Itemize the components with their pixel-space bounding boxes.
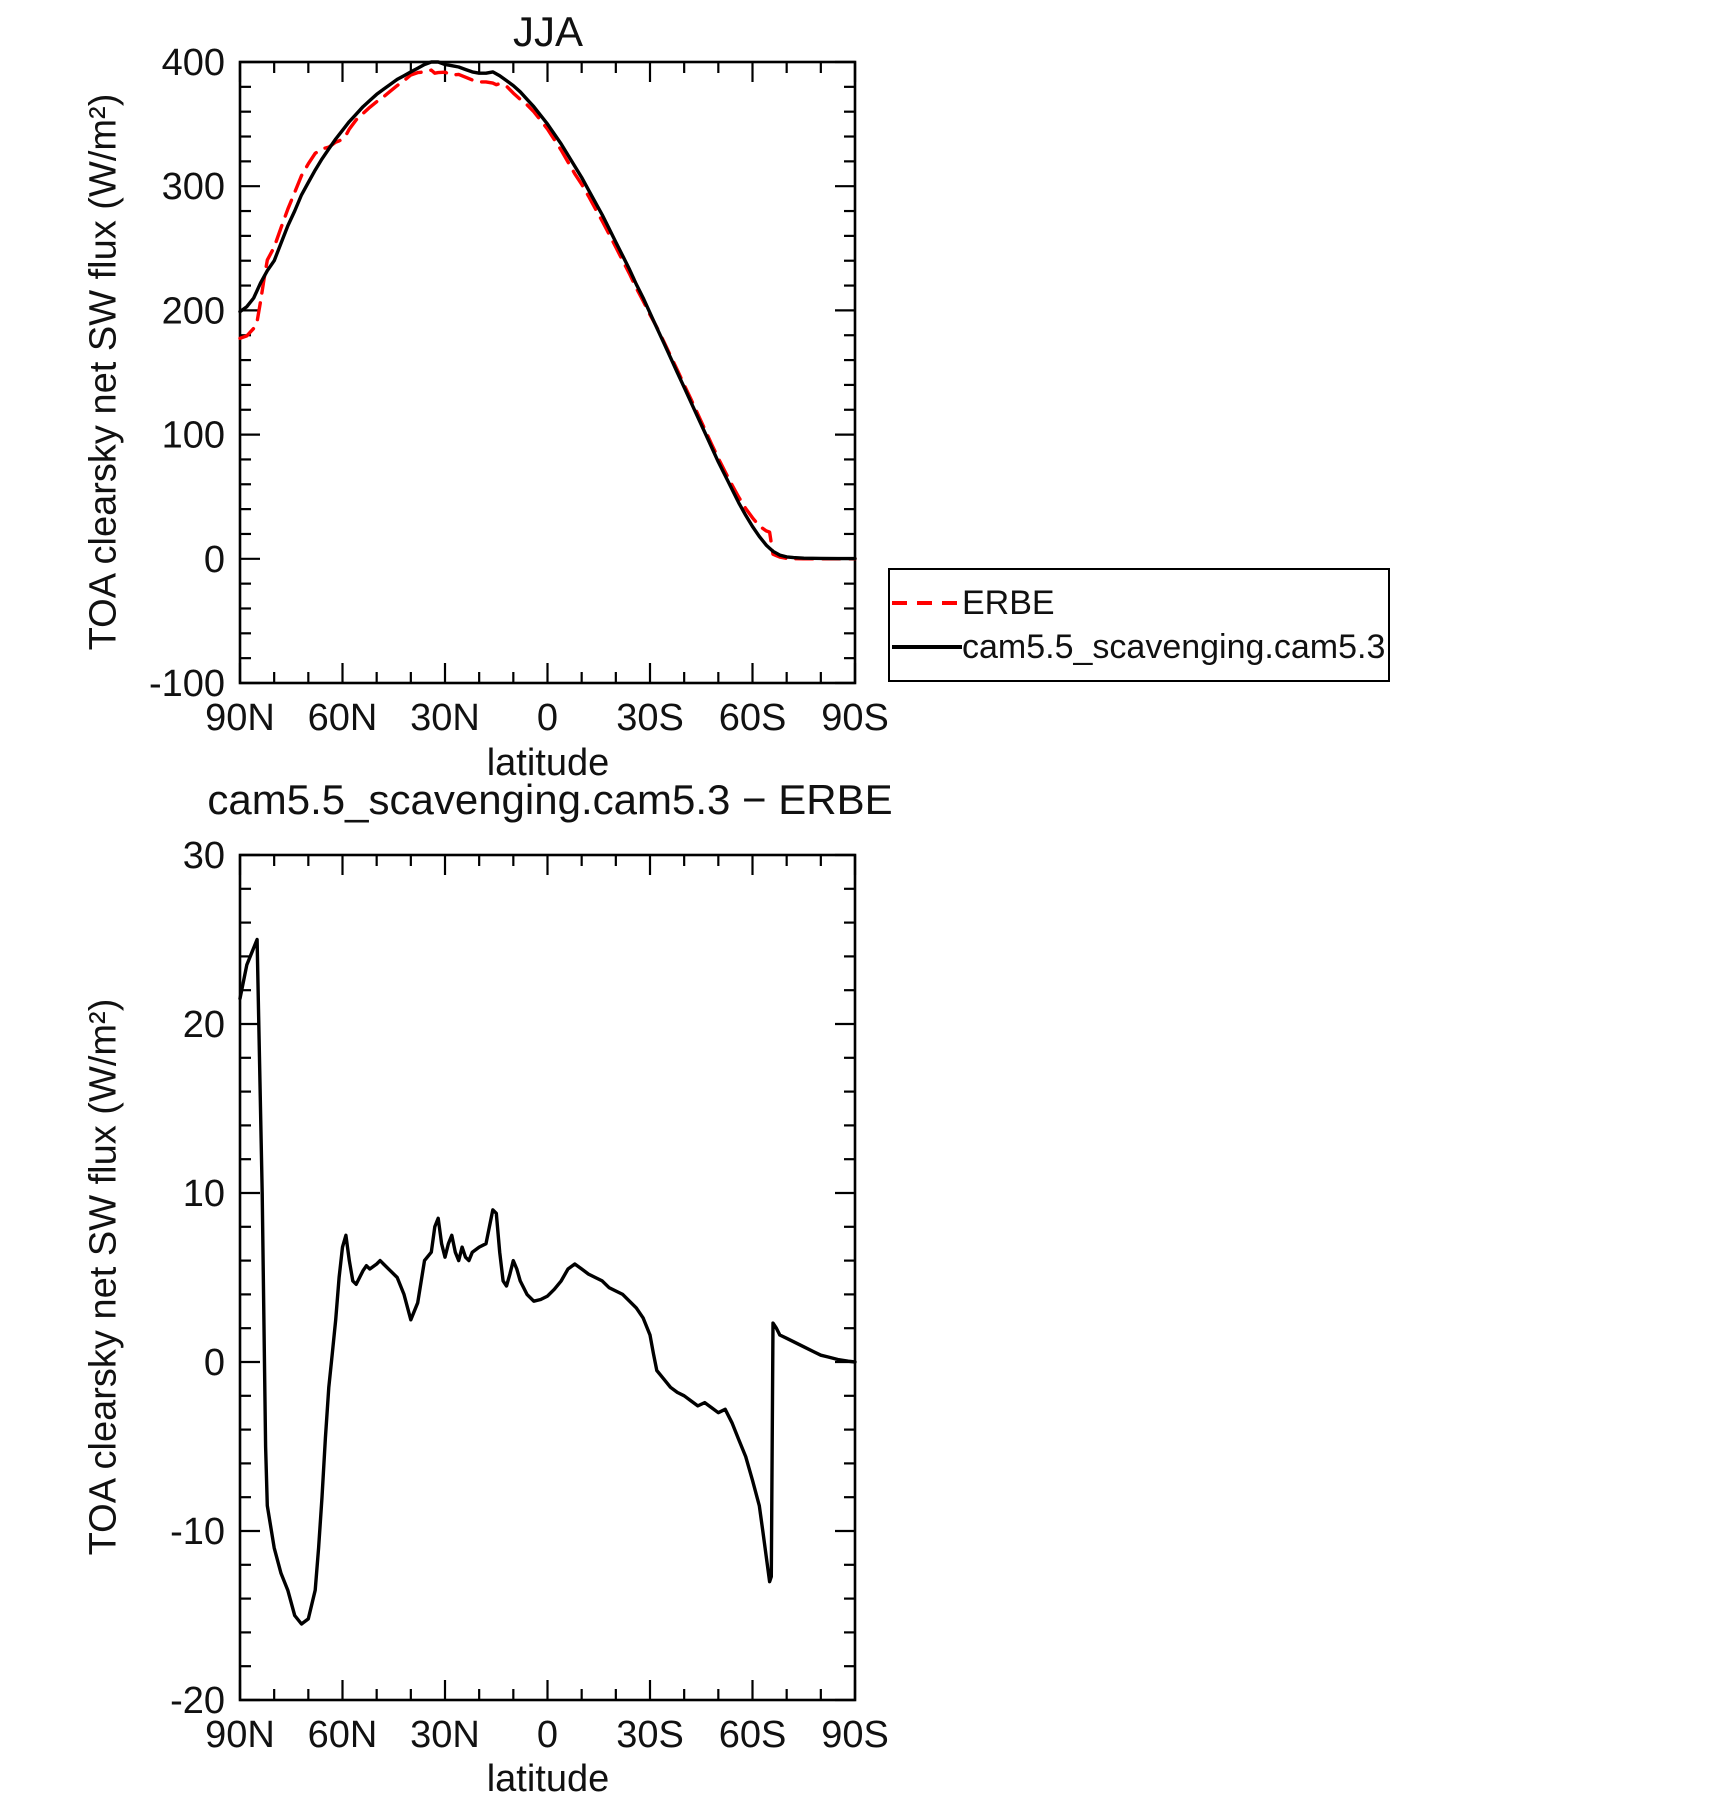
- x-tick-label: 90S: [821, 697, 889, 739]
- y-tick-label: -10: [170, 1511, 225, 1553]
- series-line: [238, 937, 857, 1626]
- y-tick-label: 0: [204, 539, 225, 581]
- axes-frame: [238, 60, 857, 685]
- bottom-y-axis-label: TOA clearsky net SW flux (W/m²): [82, 998, 125, 1556]
- x-tick-label: 0: [537, 697, 558, 739]
- x-tick-label: 0: [537, 1714, 558, 1756]
- y-tick-label: 400: [162, 42, 225, 84]
- x-tick-label: 30S: [616, 697, 684, 739]
- y-tick-label: 10: [183, 1173, 225, 1215]
- x-tick-label: 90N: [205, 697, 275, 739]
- x-tick-label: 90N: [205, 1714, 275, 1756]
- x-tick-label: 30S: [616, 1714, 684, 1756]
- x-tick-label: 60S: [719, 1714, 787, 1756]
- y-tick-label: -100: [149, 663, 225, 705]
- bottom-chart-title: cam5.5_scavenging.cam5.3 − ERBE: [207, 776, 893, 823]
- erbe-dashed-line-sample: [892, 601, 962, 605]
- legend-label-erbe: ERBE: [962, 584, 1055, 622]
- axes-frame: [238, 853, 857, 1702]
- y-tick-label: 100: [162, 415, 225, 457]
- legend-item-erbe: ERBE: [892, 586, 1386, 620]
- x-tick-label: 60N: [308, 1714, 378, 1756]
- y-tick-label: 200: [162, 290, 225, 332]
- cam55-solid-line-sample: [892, 645, 962, 649]
- y-tick-label: -20: [170, 1680, 225, 1722]
- y-tick-label: 300: [162, 166, 225, 208]
- series-line: [238, 60, 857, 561]
- y-tick-label: 20: [183, 1004, 225, 1046]
- y-tick-label: 0: [204, 1342, 225, 1384]
- chart-panel-0: 90N 60N 30N 0 30S 60S 90S 400 300 200 100 0 -100: [149, 42, 889, 739]
- bottom-x-axis-label: latitude: [486, 1758, 610, 1800]
- top-chart-title: JJA: [512, 8, 584, 55]
- y-tick-label: 30: [183, 835, 225, 877]
- top-x-axis-label: latitude: [486, 742, 610, 784]
- legend-label-cam55: cam5.5_scavenging.cam5.3: [962, 628, 1386, 666]
- x-tick-label: 90S: [821, 1714, 889, 1756]
- legend-item-cam55: cam5.5_scavenging.cam5.3: [892, 630, 1386, 664]
- chart-panel-1: 90N 60N 30N 0 30S 60S 90S 30 20 10 0 -10 -20: [170, 835, 889, 1756]
- legend: ERBE cam5.5_scavenging.cam5.3: [888, 568, 1390, 682]
- top-y-axis-label: TOA clearsky net SW flux (W/m²): [82, 93, 125, 651]
- x-tick-label: 30N: [410, 697, 480, 739]
- x-tick-label: 60S: [719, 697, 787, 739]
- x-tick-label: 30N: [410, 1714, 480, 1756]
- x-tick-label: 60N: [308, 697, 378, 739]
